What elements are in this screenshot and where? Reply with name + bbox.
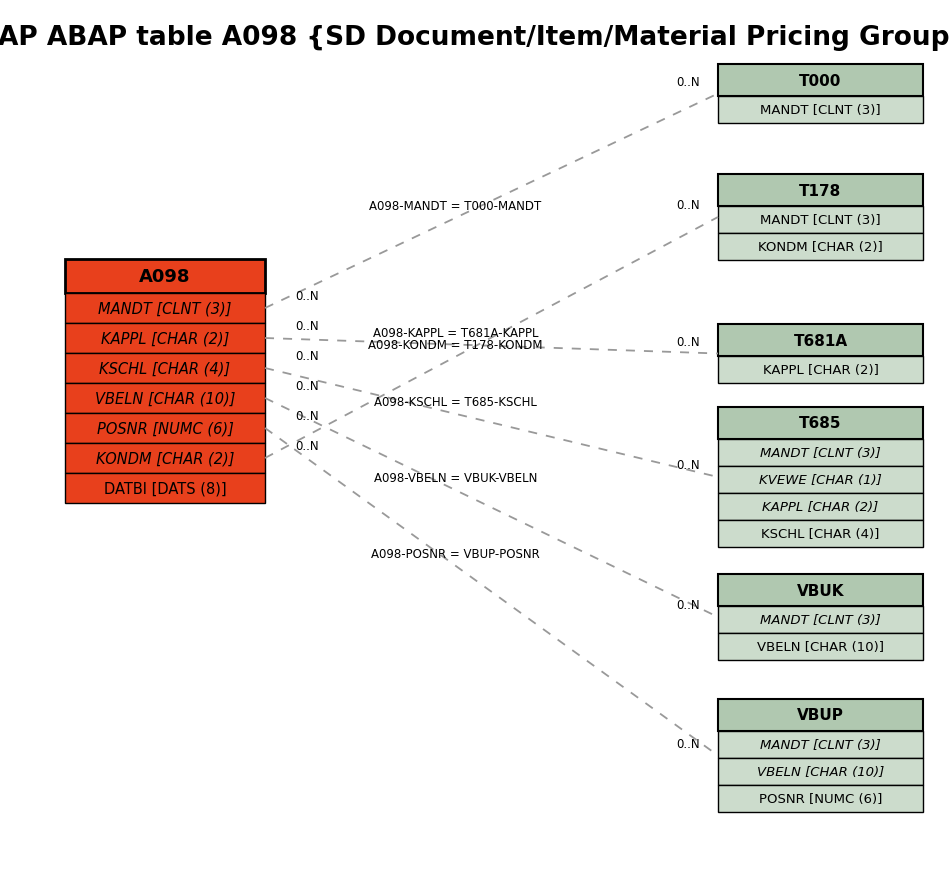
Text: DATBI [DATS (8)]: DATBI [DATS (8)] — [103, 481, 226, 496]
Text: MANDT [CLNT (3)]: MANDT [CLNT (3)] — [760, 104, 881, 117]
Bar — [718, 574, 923, 606]
Bar — [718, 633, 923, 661]
Text: 0..N: 0..N — [676, 335, 699, 348]
Text: MANDT [CLNT (3)]: MANDT [CLNT (3)] — [760, 446, 881, 460]
Text: A098-KAPPL = T681A-KAPPL: A098-KAPPL = T681A-KAPPL — [373, 326, 538, 339]
Text: 0..N: 0..N — [295, 320, 319, 333]
Text: 0..N: 0..N — [676, 459, 699, 471]
Text: T178: T178 — [799, 183, 842, 198]
Text: MANDT [CLNT (3)]: MANDT [CLNT (3)] — [99, 301, 232, 316]
Text: KAPPL [CHAR (2)]: KAPPL [CHAR (2)] — [763, 364, 879, 376]
Text: A098-MANDT = T000-MANDT: A098-MANDT = T000-MANDT — [369, 199, 541, 213]
Text: A098-VBELN = VBUK-VBELN: A098-VBELN = VBUK-VBELN — [374, 471, 537, 485]
Bar — [718, 493, 923, 520]
Bar — [718, 758, 923, 785]
Text: VBELN [CHAR (10)]: VBELN [CHAR (10)] — [757, 765, 884, 778]
Bar — [65, 384, 265, 414]
Bar — [718, 65, 923, 97]
Text: A098-KONDM = T178-KONDM: A098-KONDM = T178-KONDM — [368, 339, 543, 351]
Text: 0..N: 0..N — [676, 75, 699, 89]
Text: A098-POSNR = VBUP-POSNR: A098-POSNR = VBUP-POSNR — [371, 547, 540, 560]
Bar — [718, 731, 923, 758]
Text: 0..N: 0..N — [295, 290, 319, 303]
Bar — [65, 354, 265, 384]
Text: MANDT [CLNT (3)]: MANDT [CLNT (3)] — [760, 738, 881, 751]
Text: VBUK: VBUK — [797, 583, 845, 598]
Text: KVEWE [CHAR (1)]: KVEWE [CHAR (1)] — [759, 474, 882, 486]
Bar — [718, 97, 923, 124]
Text: KONDM [CHAR (2)]: KONDM [CHAR (2)] — [96, 451, 234, 466]
Text: VBUP: VBUP — [797, 708, 844, 722]
Bar — [718, 520, 923, 547]
Text: VBELN [CHAR (10)]: VBELN [CHAR (10)] — [757, 640, 884, 654]
Text: KAPPL [CHAR (2)]: KAPPL [CHAR (2)] — [762, 501, 879, 513]
Bar — [65, 443, 265, 474]
Text: T000: T000 — [799, 73, 842, 89]
Text: KSCHL [CHAR (4)]: KSCHL [CHAR (4)] — [761, 527, 880, 540]
Text: 0..N: 0..N — [295, 440, 319, 452]
Bar — [718, 175, 923, 207]
Bar — [65, 414, 265, 443]
Text: T685: T685 — [799, 416, 842, 431]
Bar — [718, 467, 923, 493]
Text: 0..N: 0..N — [295, 380, 319, 392]
Text: VBELN [CHAR (10)]: VBELN [CHAR (10)] — [95, 391, 235, 406]
Text: MANDT [CLNT (3)]: MANDT [CLNT (3)] — [760, 214, 881, 227]
Text: 0..N: 0..N — [676, 598, 699, 611]
Text: SAP ABAP table A098 {SD Document/Item/Material Pricing Group}: SAP ABAP table A098 {SD Document/Item/Ma… — [0, 25, 949, 51]
Text: 0..N: 0..N — [295, 350, 319, 363]
Bar — [718, 606, 923, 633]
Text: 0..N: 0..N — [295, 409, 319, 423]
Bar — [65, 293, 265, 324]
Text: POSNR [NUMC (6)]: POSNR [NUMC (6)] — [759, 792, 883, 805]
Text: A098: A098 — [140, 267, 191, 286]
Bar — [65, 324, 265, 354]
Text: KSCHL [CHAR (4)]: KSCHL [CHAR (4)] — [100, 361, 231, 376]
Bar — [718, 699, 923, 731]
Bar — [65, 260, 265, 293]
Bar — [65, 474, 265, 503]
Bar — [718, 785, 923, 812]
Bar — [718, 207, 923, 233]
Bar — [718, 325, 923, 357]
Text: KAPPL [CHAR (2)]: KAPPL [CHAR (2)] — [101, 331, 230, 346]
Text: 0..N: 0..N — [676, 198, 699, 212]
Bar — [718, 233, 923, 261]
Bar — [718, 440, 923, 467]
Text: POSNR [NUMC (6)]: POSNR [NUMC (6)] — [97, 421, 233, 436]
Text: MANDT [CLNT (3)]: MANDT [CLNT (3)] — [760, 613, 881, 627]
Text: T681A: T681A — [793, 333, 847, 348]
Bar — [718, 357, 923, 384]
Bar — [718, 408, 923, 440]
Text: A098-KSCHL = T685-KSCHL: A098-KSCHL = T685-KSCHL — [374, 395, 537, 409]
Text: 0..N: 0..N — [676, 737, 699, 750]
Text: KONDM [CHAR (2)]: KONDM [CHAR (2)] — [758, 240, 883, 254]
